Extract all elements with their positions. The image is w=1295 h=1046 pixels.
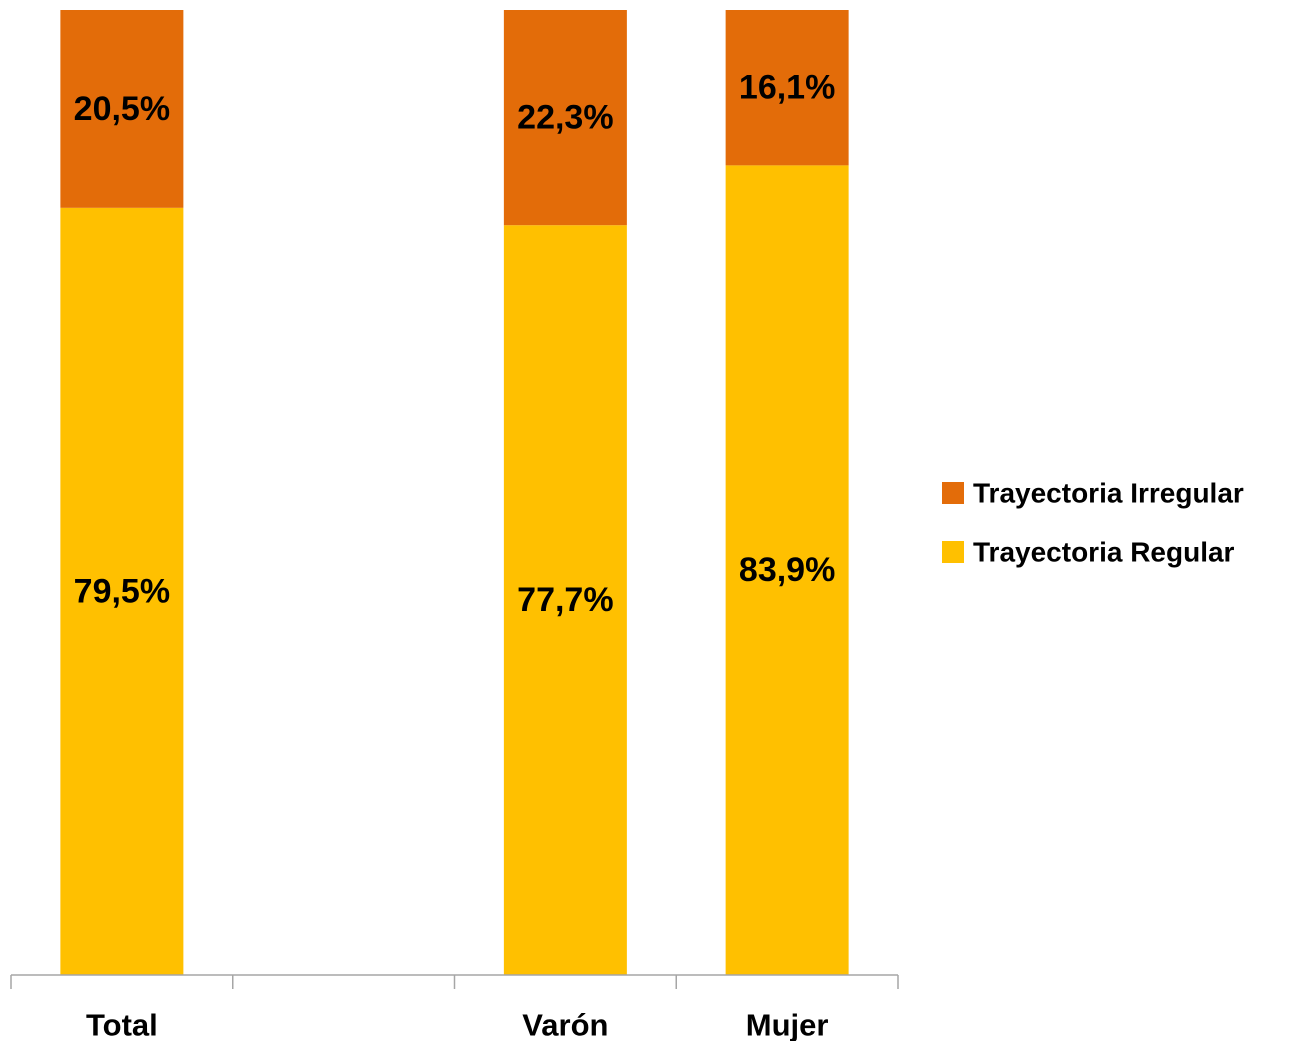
x-tick-label-varon: Varón: [522, 1008, 608, 1042]
bar-trayectoria-regular-total: [60, 207, 184, 975]
data-label-trayectoria-regular-total: 79,5%: [74, 572, 170, 610]
bar-trayectoria-irregular-varon: [503, 10, 627, 226]
bars-layer: [60, 10, 849, 976]
bar-trayectoria-regular-varon: [503, 225, 627, 975]
data-label-trayectoria-irregular-mujer: 16,1%: [739, 69, 835, 107]
data-label-trayectoria-irregular-varon: 22,3%: [517, 99, 613, 137]
data-labels-layer: 79,5% 20,5% 77,7% 22,3% 83,9% 16,1%: [74, 69, 836, 619]
bar-trayectoria-irregular-mujer: [725, 10, 849, 166]
bar-trayectoria-irregular-total: [60, 10, 184, 208]
data-label-trayectoria-regular-mujer: 83,9%: [739, 551, 835, 589]
bar-trayectoria-regular-mujer: [725, 165, 849, 976]
data-label-trayectoria-regular-varon: 77,7%: [517, 581, 613, 619]
legend: Trayectoria Irregular Trayectoria Regular: [942, 478, 1244, 568]
x-tick-label-mujer: Mujer: [746, 1008, 829, 1042]
data-label-trayectoria-irregular-total: 20,5%: [74, 90, 170, 128]
legend-item-trayectoria-irregular: Trayectoria Irregular: [942, 478, 1244, 509]
legend-swatch-trayectoria-irregular: [942, 482, 964, 504]
x-axis: Total Varón Mujer: [10, 974, 899, 1043]
legend-swatch-trayectoria-regular: [942, 541, 964, 563]
legend-label-trayectoria-irregular: Trayectoria Irregular: [973, 478, 1244, 509]
legend-item-trayectoria-regular: Trayectoria Regular: [942, 537, 1235, 568]
legend-label-trayectoria-regular: Trayectoria Regular: [973, 537, 1235, 568]
x-tick-label-total: Total: [86, 1008, 158, 1042]
